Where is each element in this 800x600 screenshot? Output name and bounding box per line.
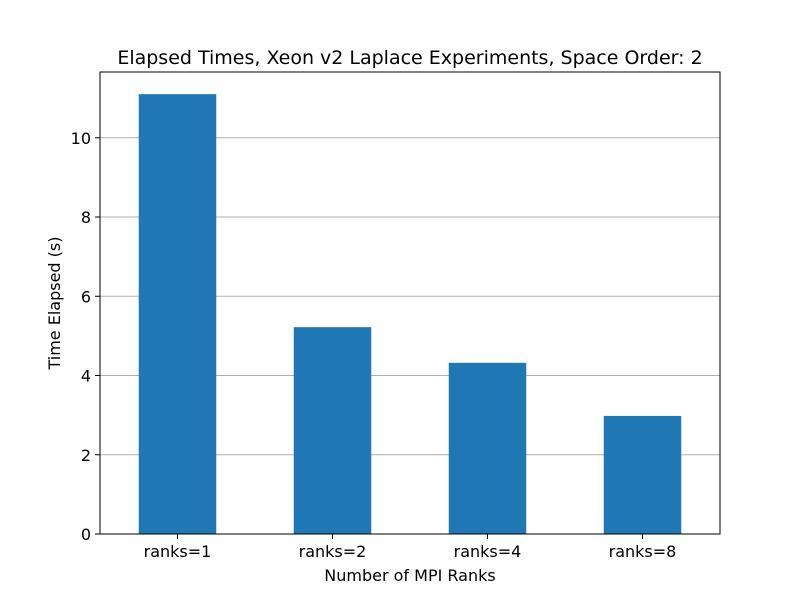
y-tick-label: 10 <box>71 129 91 148</box>
y-axis-ticks: 0 2 4 6 8 10 <box>71 129 100 544</box>
y-tick-label: 8 <box>81 208 91 227</box>
x-tick-label: ranks=2 <box>299 542 367 561</box>
x-axis-ticks: ranks=1 ranks=2 ranks=4 ranks=8 <box>144 534 677 561</box>
y-tick-label: 0 <box>81 525 91 544</box>
bar-ranks-4 <box>448 362 527 534</box>
bar-ranks-8 <box>603 415 682 534</box>
bar-ranks-2 <box>293 327 372 534</box>
x-tick-label: ranks=1 <box>144 542 212 561</box>
bars <box>138 94 682 534</box>
x-tick-label: ranks=4 <box>454 542 522 561</box>
y-tick-label: 4 <box>81 367 91 386</box>
x-axis-title: Number of MPI Ranks <box>324 566 495 585</box>
bar-ranks-1 <box>138 94 217 534</box>
y-axis-title: Time Elapsed (s) <box>45 237 64 371</box>
y-tick-label: 2 <box>81 446 91 465</box>
y-tick-label: 6 <box>81 287 91 306</box>
x-tick-label: ranks=8 <box>609 542 677 561</box>
plot-area-frame <box>99 71 721 535</box>
chart-title: Elapsed Times, Xeon v2 Laplace Experimen… <box>117 47 702 69</box>
